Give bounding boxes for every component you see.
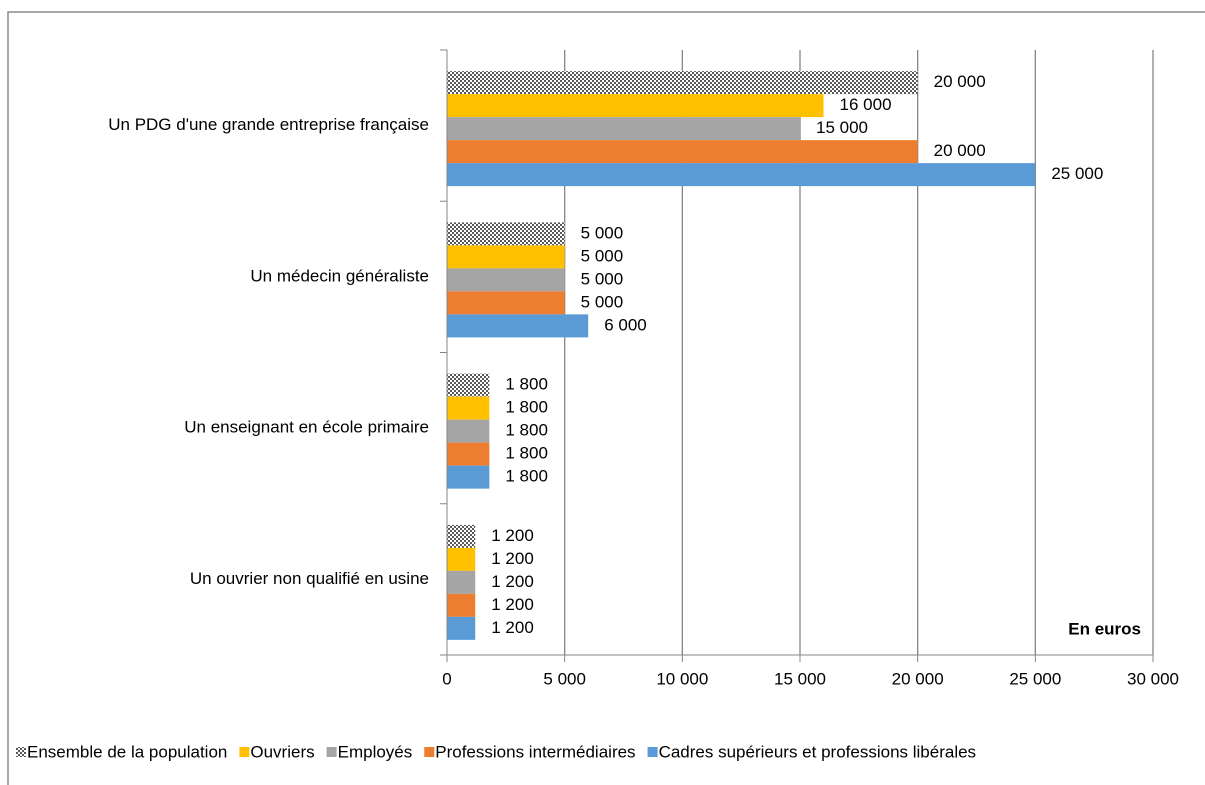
x-tick-label: 5 000 xyxy=(543,669,586,688)
value-label: 5 000 xyxy=(581,269,624,288)
value-label: 1 800 xyxy=(505,398,548,417)
bar xyxy=(447,222,565,246)
bar xyxy=(447,547,476,571)
bar xyxy=(447,268,565,292)
bar xyxy=(447,94,824,118)
bar xyxy=(447,465,490,489)
y-tick-label: Un médecin généraliste xyxy=(250,266,429,285)
x-tick-label: 15 000 xyxy=(774,669,826,688)
bar xyxy=(447,419,490,443)
legend-marker xyxy=(239,747,250,757)
bar xyxy=(447,291,565,315)
y-tick-label: Un enseignant en école primaire xyxy=(184,418,429,437)
value-label: 1 200 xyxy=(491,572,534,591)
value-label: 5 000 xyxy=(581,246,624,265)
value-label: 20 000 xyxy=(934,72,986,91)
value-label: 1 800 xyxy=(505,375,548,394)
bar xyxy=(447,245,565,269)
legend-marker xyxy=(326,747,337,757)
y-tick-label: Un PDG d'une grande entreprise française xyxy=(108,115,429,134)
chart-frame xyxy=(7,11,1205,785)
legend-label: Cadres supérieurs et professions libéral… xyxy=(659,742,977,761)
bar xyxy=(447,396,490,420)
value-label: 1 800 xyxy=(505,444,548,463)
legend-marker xyxy=(16,747,26,757)
value-label: 5 000 xyxy=(581,292,624,311)
x-tick-label: 30 000 xyxy=(1127,669,1179,688)
legend-label: Employés xyxy=(338,742,413,761)
bar xyxy=(447,616,476,640)
value-label: 15 000 xyxy=(816,118,868,137)
y-tick-label: Un ouvrier non qualifié en usine xyxy=(190,569,429,588)
bar xyxy=(447,140,918,164)
annotation: En euros xyxy=(1068,619,1141,638)
bar xyxy=(447,163,1036,187)
bar xyxy=(447,593,476,617)
bar xyxy=(447,570,476,594)
value-label: 1 200 xyxy=(491,618,534,637)
legend-label: Ensemble de la population xyxy=(27,742,227,761)
value-label: 1 800 xyxy=(505,421,548,440)
value-label: 1 200 xyxy=(491,526,534,545)
legend-marker xyxy=(647,747,658,757)
x-tick-label: 10 000 xyxy=(656,669,708,688)
value-label: 16 000 xyxy=(840,95,892,114)
x-tick-label: 25 000 xyxy=(1009,669,1061,688)
value-label: 1 200 xyxy=(491,549,534,568)
bar xyxy=(447,442,490,466)
bar xyxy=(447,71,918,95)
x-tick-label: 0 xyxy=(442,669,451,688)
value-label: 1 200 xyxy=(491,595,534,614)
legend-label: Ouvriers xyxy=(250,742,314,761)
value-label: 25 000 xyxy=(1051,164,1103,183)
legend-marker xyxy=(424,747,435,757)
legend-label: Professions intermédiaires xyxy=(435,742,635,761)
value-label: 5 000 xyxy=(581,223,624,242)
x-tick-label: 20 000 xyxy=(892,669,944,688)
value-label: 20 000 xyxy=(934,141,986,160)
bar xyxy=(447,314,589,338)
value-label: 6 000 xyxy=(604,315,647,334)
bar xyxy=(447,373,490,397)
bar xyxy=(447,117,800,141)
value-label: 1 800 xyxy=(505,467,548,486)
bar xyxy=(447,524,476,548)
